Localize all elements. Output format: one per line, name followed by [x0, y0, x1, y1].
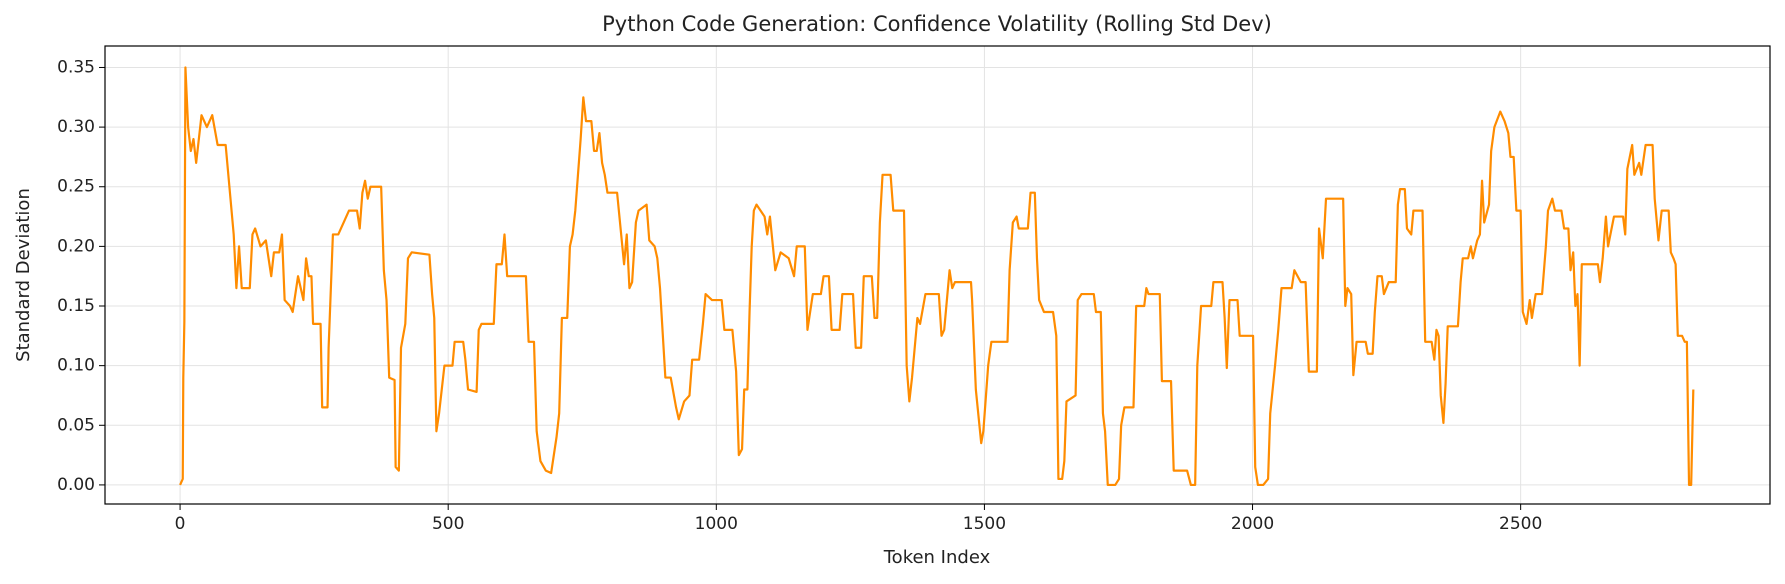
x-tick-label: 2500	[1499, 514, 1542, 534]
y-tick-label: 0.25	[57, 177, 95, 197]
y-tick-label: 0.05	[57, 415, 95, 435]
x-tick-label: 1000	[695, 514, 738, 534]
x-axis-label: Token Index	[883, 547, 991, 568]
y-tick-label: 0.00	[57, 475, 95, 495]
chart-title: Python Code Generation: Confidence Volat…	[602, 12, 1272, 36]
y-tick-label: 0.20	[57, 236, 95, 256]
x-tick-label: 2000	[1231, 514, 1274, 534]
x-tick-label: 1500	[963, 514, 1006, 534]
y-tick-label: 0.30	[57, 117, 95, 137]
x-tick-label: 0	[175, 514, 186, 534]
plot-frame	[104, 45, 1771, 505]
data-line	[179, 66, 1695, 487]
y-tick-label: 0.15	[57, 296, 95, 316]
y-tick-label: 0.35	[57, 57, 95, 77]
y-axis-label: Standard Deviation	[13, 188, 34, 362]
y-tick-label: 0.10	[57, 356, 95, 376]
x-tick-label: 500	[432, 514, 464, 534]
